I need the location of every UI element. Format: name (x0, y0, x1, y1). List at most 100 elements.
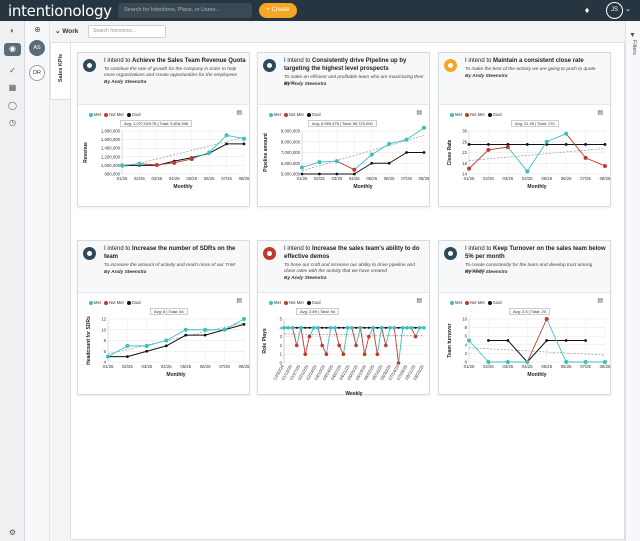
x-tick-label: 01/25 (103, 364, 114, 369)
actual-point (307, 334, 312, 339)
goal-point (225, 142, 228, 146)
card-title[interactable]: I intend to Maintain a consistent close … (465, 58, 584, 64)
x-tick-label: 07/25 (219, 364, 230, 369)
card-title[interactable]: I intend to Keep Turnover on the sales t… (465, 246, 606, 260)
filter-icon: ▼ (629, 32, 636, 39)
global-search-input[interactable]: Search for Intentions, Plans, or Users..… (118, 3, 252, 18)
intention-card[interactable]: I intend to Increase the number of SDRs … (77, 240, 250, 395)
intention-card[interactable]: I intend to Keep Turnover on the sales t… (438, 240, 611, 395)
x-tick-label: 08/25 (419, 176, 430, 181)
y-tick-label: 9,000,000 (281, 129, 301, 134)
actual-line-segment (304, 336, 310, 355)
x-tick-label: 01/25 (117, 176, 128, 181)
goal-point (487, 339, 490, 342)
goal-point (584, 339, 587, 342)
actual-point (320, 343, 324, 348)
x-tick-label: 03/25 (502, 364, 513, 369)
goal-line-segment (507, 340, 528, 363)
user-avatar[interactable]: JS (606, 2, 623, 19)
user-avatar-as[interactable]: AS (29, 40, 45, 56)
y-tick-label: 0 (280, 361, 283, 366)
goal-point (203, 333, 207, 337)
intention-status-icon (444, 59, 457, 72)
intentions-icon[interactable]: ◉ (4, 43, 21, 56)
card-title[interactable]: I intend to Increase the sales team's ab… (284, 246, 420, 260)
download-chart-icon[interactable]: ▤ (236, 298, 242, 304)
y-tick-label: 1,800,000 (101, 129, 121, 134)
x-tick-label: 05/25 (541, 176, 552, 181)
actual-point (328, 326, 333, 330)
work-section-toggle[interactable]: ⌄ Work (55, 28, 79, 35)
y-tick-label: 8,000,000 (281, 139, 301, 144)
card-title[interactable]: I intend to Consistently drive Pipeline … (284, 58, 407, 72)
add-user-icon[interactable]: ⊕ (34, 25, 41, 34)
dashboard-icon[interactable]: ◐ (10, 26, 15, 35)
x-tick-label: 01/25 (464, 176, 475, 181)
goal-point (242, 142, 246, 146)
actual-point (405, 326, 409, 330)
actual-point (294, 343, 299, 348)
download-chart-icon[interactable]: ▤ (597, 110, 603, 116)
intention-card[interactable]: I intend to Increase the sales team's ab… (257, 240, 430, 397)
intention-card[interactable]: I intend to Achieve the Sales Team Reven… (77, 52, 250, 207)
clock-icon[interactable]: ◷ (9, 118, 16, 127)
notification-bell-icon[interactable]: ♦ (584, 5, 590, 15)
create-button[interactable]: + Create (259, 3, 297, 18)
y-axis-label: Revenue (83, 142, 89, 163)
card-author: By Andy Steenstra (104, 270, 147, 275)
card-title[interactable]: I intend to Achieve the Sales Team Reven… (104, 58, 246, 64)
download-chart-icon[interactable]: ▤ (416, 110, 422, 116)
download-chart-icon[interactable]: ▤ (416, 298, 422, 304)
goal-point (397, 326, 400, 329)
card-title[interactable]: I intend to Increase the number of SDRs … (104, 246, 236, 260)
actual-line-segment (319, 160, 337, 163)
y-tick-label: 7,000,000 (281, 150, 301, 155)
chevron-down-icon[interactable]: ⌄ (625, 6, 631, 13)
chart-stats: Avg: 21.25 | Total: 170 (511, 120, 559, 127)
x-tick-label: 06/25 (561, 364, 572, 369)
app-logo[interactable]: intentionology (8, 2, 112, 20)
user-avatar-dr[interactable]: DR (29, 65, 45, 81)
intention-search-input[interactable]: Search Intentions... (88, 25, 166, 38)
lightbulb-icon[interactable]: ◯ (8, 101, 17, 110)
download-chart-icon[interactable]: ▤ (597, 298, 603, 304)
y-tick-label: 26 (462, 139, 467, 144)
actual-line-segment (355, 327, 361, 346)
x-tick-label: 02/25 (134, 176, 145, 181)
filters-panel-toggle[interactable]: ▼ Filters (625, 21, 640, 541)
actual-point (392, 326, 397, 330)
intention-card[interactable]: I intend to Maintain a consistent close … (438, 52, 611, 207)
grid-icon[interactable]: ▦ (8, 83, 17, 92)
settings-icon[interactable]: ⚙ (8, 528, 17, 537)
y-tick-label: 2 (280, 343, 283, 348)
download-chart-icon[interactable]: ▤ (236, 110, 242, 116)
actual-point (525, 169, 530, 174)
y-tick-label: 14 (462, 172, 467, 177)
card-header: I intend to Keep Turnover on the sales t… (439, 241, 610, 293)
x-tick-label: 08/25 (239, 176, 250, 181)
check-icon[interactable]: ✓ (9, 66, 16, 75)
goal-point (584, 143, 587, 146)
goal-line-segment (146, 345, 167, 352)
actual-point (375, 352, 380, 356)
trend-line (301, 135, 425, 172)
actual-line-segment (334, 327, 340, 346)
goal-point (304, 326, 307, 329)
x-tick-label: 01/25 (464, 364, 475, 369)
x-tick-label: 06/25 (204, 176, 215, 181)
x-tick-label: 04/25 (161, 364, 172, 369)
y-tick-label: 1,400,000 (101, 146, 121, 151)
goal-line-segment (354, 162, 372, 175)
tab-sales-kpis[interactable]: Sales KPIs (50, 42, 70, 100)
actual-point (564, 360, 569, 364)
y-tick-label: 0 (465, 360, 468, 365)
goal-point (338, 326, 341, 329)
goal-line-segment (166, 334, 186, 347)
actual-point (358, 326, 363, 330)
y-tick-label: 6,000,000 (281, 161, 301, 166)
intention-card[interactable]: I intend to Consistently drive Pipeline … (257, 52, 430, 207)
top-bar: intentionology Search for Intentions, Pl… (0, 0, 640, 21)
y-tick-label: 5 (280, 317, 283, 322)
x-tick-label: 06/25 (200, 364, 211, 369)
filters-label: Filters (631, 40, 637, 55)
